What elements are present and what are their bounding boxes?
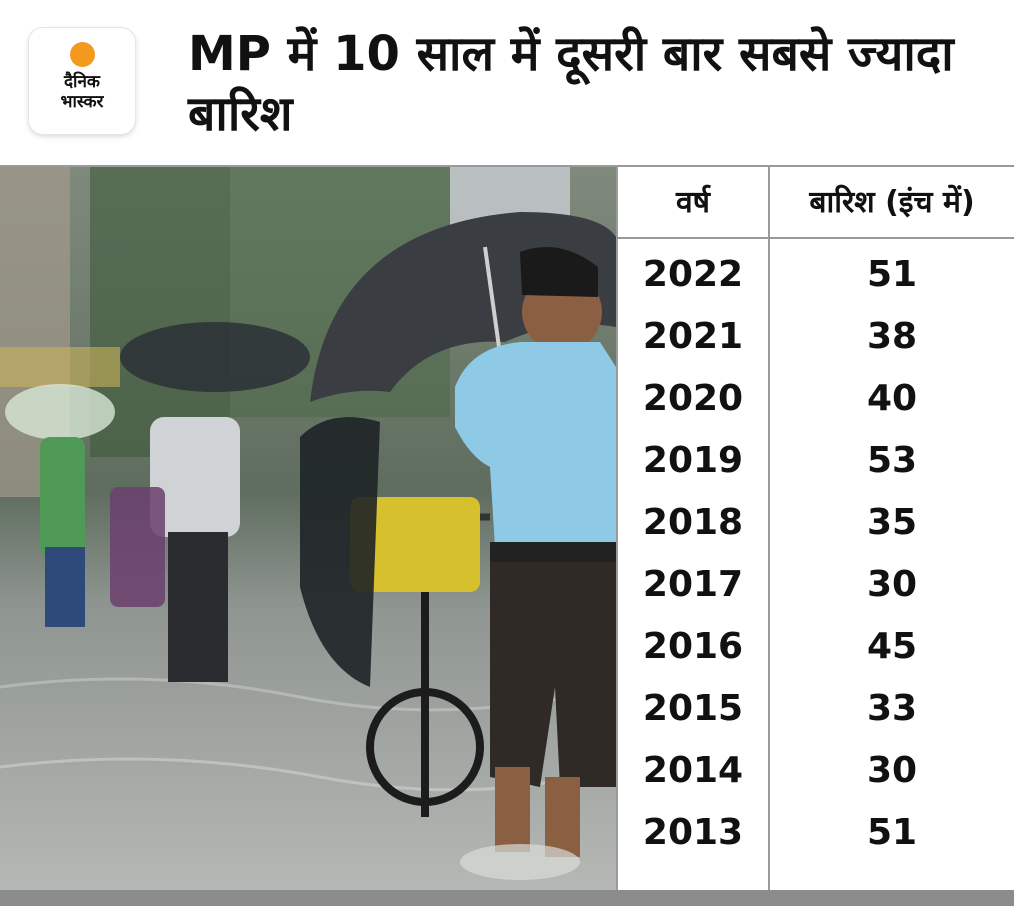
table-row: 2021 38 — [618, 306, 1014, 368]
header-rainfall: बारिश (इंच में) — [768, 167, 1014, 239]
rain-photo — [0, 167, 616, 890]
rainfall-table: वर्ष बारिश (इंच में) 2022 51 2021 38 202… — [616, 167, 1014, 890]
rainfall-cell: 33 — [866, 688, 918, 729]
rainfall-cell: 53 — [866, 440, 918, 481]
table-row: 2015 33 — [618, 678, 1014, 740]
rainfall-cell: 45 — [866, 626, 918, 667]
year-cell: 2018 — [642, 502, 744, 543]
column-divider — [768, 239, 770, 890]
year-cell: 2022 — [642, 254, 744, 295]
rainfall-cell: 30 — [866, 750, 918, 791]
table-row: 2020 40 — [618, 368, 1014, 430]
rainfall-cell: 51 — [866, 812, 918, 853]
year-cell: 2021 — [642, 316, 744, 357]
rain-street-illustration — [0, 167, 616, 890]
table-row: 2014 30 — [618, 740, 1014, 802]
rainfall-cell: 30 — [866, 564, 918, 605]
rainfall-cell: 40 — [866, 378, 918, 419]
logo-line-2: भास्कर — [60, 92, 104, 112]
year-cell: 2020 — [642, 378, 744, 419]
table-row: 2018 35 — [618, 492, 1014, 554]
table-row: 2013 51 — [618, 802, 1014, 864]
sun-icon — [70, 42, 95, 67]
table-row: 2019 53 — [618, 430, 1014, 492]
table-row: 2016 45 — [618, 616, 1014, 678]
year-cell: 2015 — [642, 688, 744, 729]
rainfall-cell: 35 — [866, 502, 918, 543]
header-year: वर्ष — [618, 167, 768, 239]
rainfall-cell: 51 — [866, 254, 918, 295]
table-row: 2022 51 — [618, 244, 1014, 306]
year-cell: 2019 — [642, 440, 744, 481]
table-row: 2017 30 — [618, 554, 1014, 616]
dainik-bhaskar-logo[interactable]: दैनिक भास्कर — [29, 28, 135, 134]
year-cell: 2016 — [642, 626, 744, 667]
headline: MP में 10 साल में दूसरी बार सबसे ज्यादा … — [188, 26, 954, 142]
year-cell: 2017 — [642, 564, 744, 605]
header: दैनिक भास्कर MP में 10 साल में दूसरी बार… — [0, 0, 1014, 167]
footer-bar — [0, 890, 1014, 906]
year-cell: 2014 — [642, 750, 744, 791]
rainfall-cell: 38 — [866, 316, 918, 357]
logo-text: दैनिक भास्कर — [29, 72, 135, 112]
logo-line-1: दैनिक — [64, 72, 100, 92]
year-cell: 2013 — [642, 812, 744, 853]
